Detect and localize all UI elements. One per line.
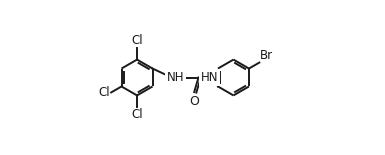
Text: Cl: Cl [99, 86, 110, 99]
Text: HN: HN [201, 71, 218, 84]
Text: Br: Br [260, 49, 273, 62]
Text: O: O [189, 95, 199, 108]
Text: Cl: Cl [131, 34, 143, 47]
Text: NH: NH [167, 71, 184, 84]
Text: Cl: Cl [131, 108, 143, 121]
